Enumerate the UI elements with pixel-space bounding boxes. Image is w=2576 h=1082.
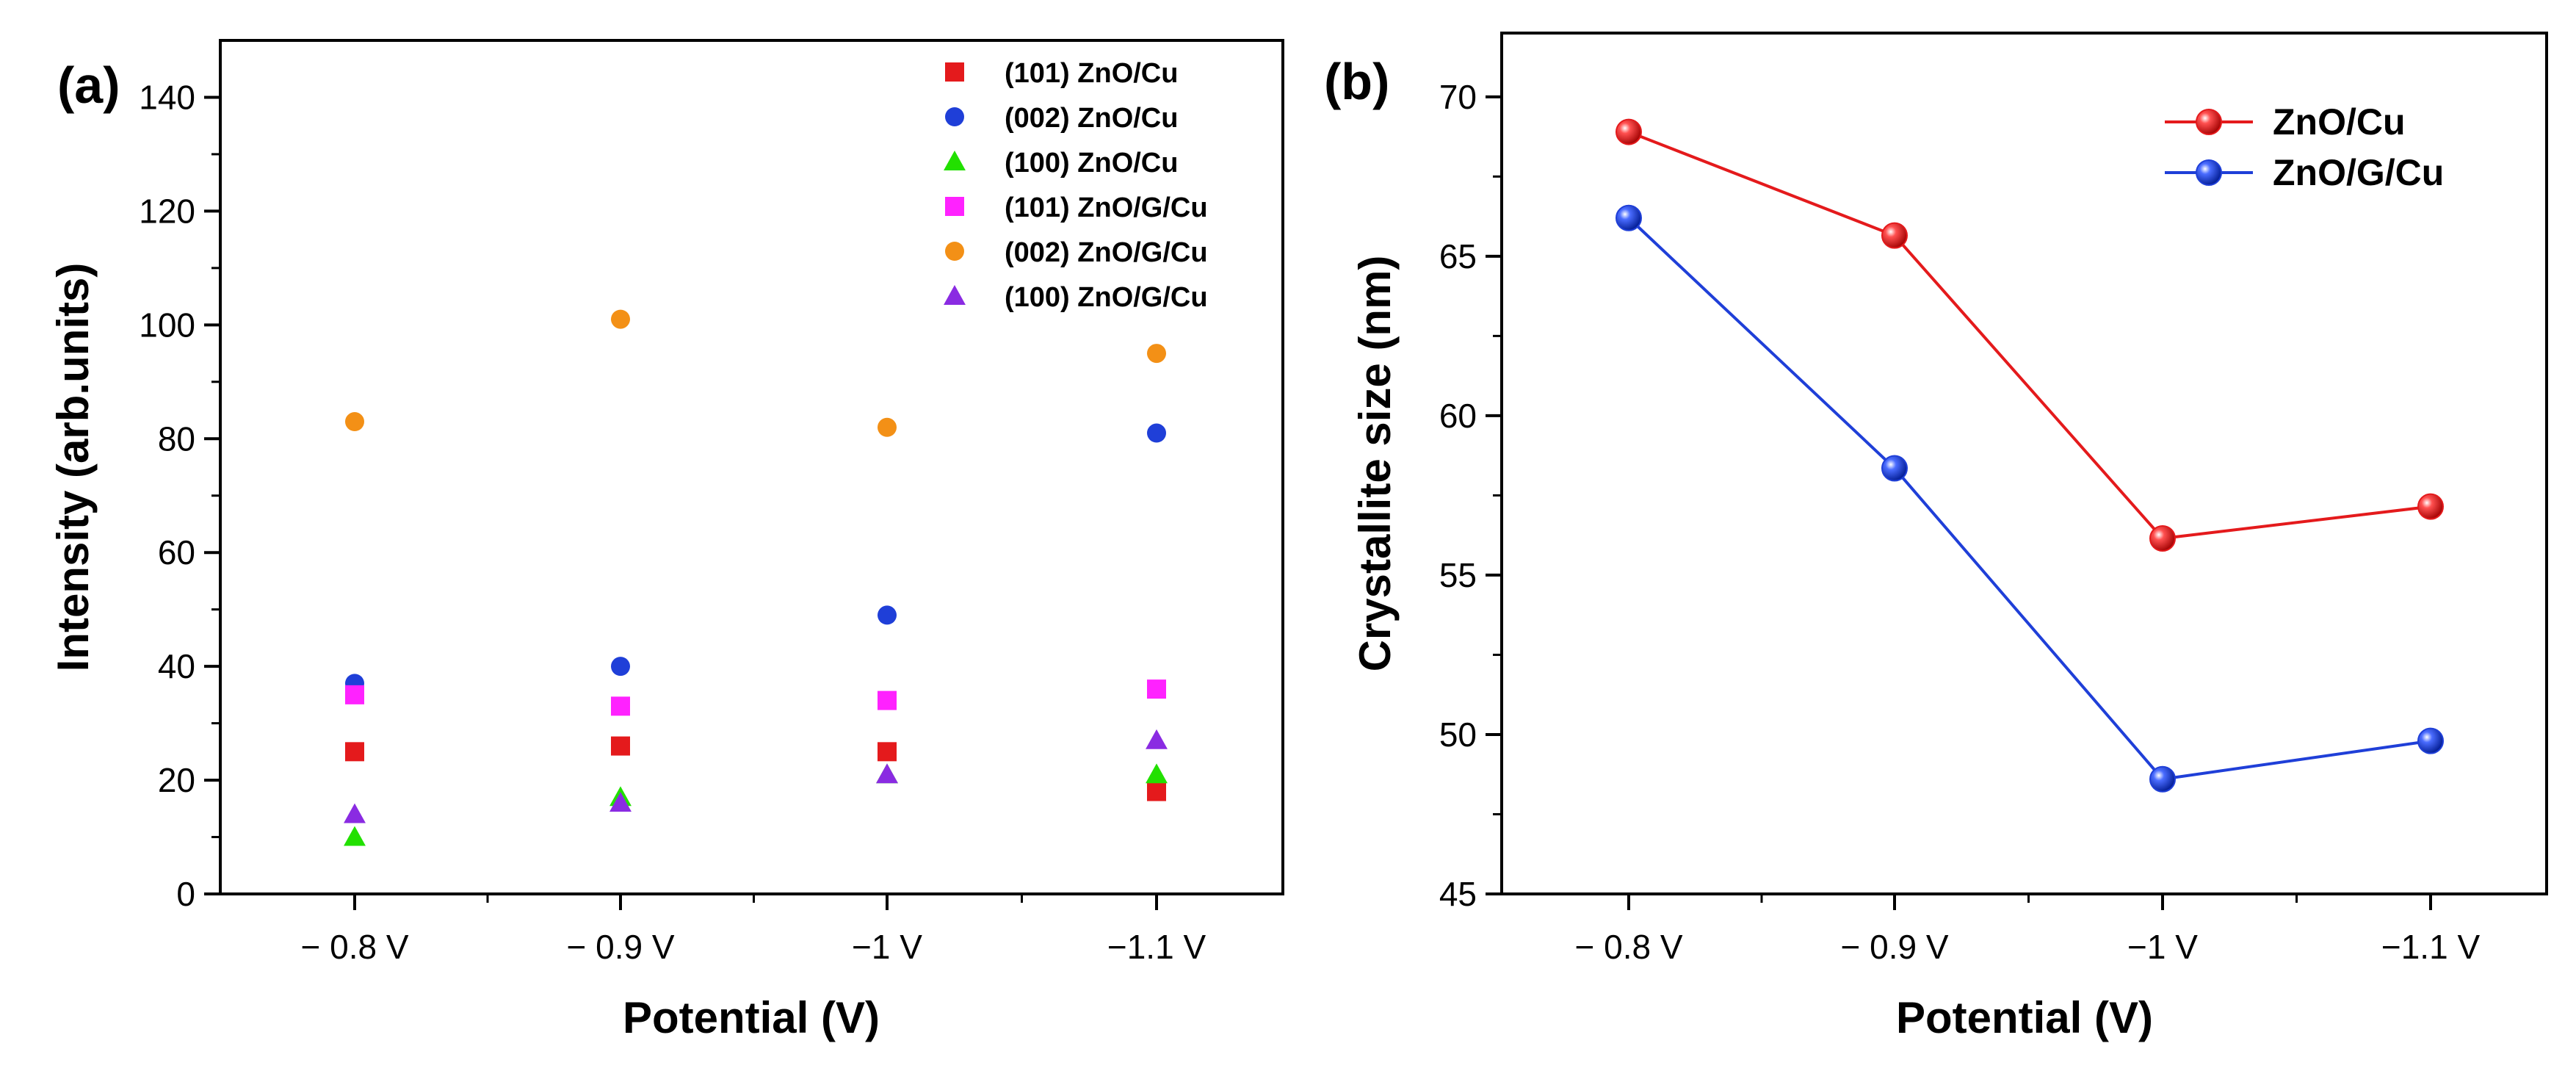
x-tick-label: − 0.9 V [566,928,674,966]
data-point-zno-cu [2149,525,2176,552]
legend-marker-zno-g-cu [2196,159,2222,186]
panel-a-x-axis-title: Potential (V) [623,993,880,1042]
y-tick-label: 120 [139,192,195,230]
series-line-zno-cu [1628,130,2431,541]
y-tick-label: 0 [176,875,195,913]
data-point-101-zno-cu [611,736,630,756]
series-line-zno-g-cu [1627,217,2431,781]
x-tick-label: −1.1 V [1107,928,1206,966]
x-tick-label: − 0.8 V [300,928,408,966]
legend-label-101-zno-g-cu: (101) ZnO/G/Cu [1005,192,1208,223]
legend-label-002-zno-g-cu: (002) ZnO/G/Cu [1005,237,1208,268]
legend-marker-100-zno-g-cu [944,285,966,305]
panel-a-data-marks [344,309,1168,846]
panel-a-y-axis-title: Intensity (arb.units) [48,263,98,672]
data-point-100-zno-g-cu [1146,729,1168,749]
panel-b: (b) 45 50 55 60 65 70 − 0.8 V − 0.9 V −1 V −1.1 … [1324,32,2548,1042]
legend-marker-101-zno-g-cu [945,197,964,216]
data-point-zno-cu [2417,493,2444,520]
panel-b-plot-frame [1500,32,2548,895]
panel-a-plot-frame [219,39,1284,895]
y-tick-label: 45 [1439,875,1477,913]
data-point-002-zno-g-cu [1147,344,1166,364]
y-tick-label: 80 [158,419,195,458]
data-point-zno-g-cu [1616,204,1642,231]
panel-b-x-axis-title: Potential (V) [1896,993,2153,1042]
y-tick-label: 140 [139,78,195,116]
y-tick-label: 60 [158,533,195,571]
data-point-002-zno-g-cu [345,412,364,432]
panel-a-label: (a) [57,57,120,114]
panel-a-legend-markers [944,62,966,305]
panel-a: (a) 0 20 40 60 80 100 120 140 − 0.8 V − 0.9 V −1 … [48,39,1284,1042]
data-point-101-zno-cu [1147,782,1166,801]
panel-b-legend-markers [2165,109,2253,186]
data-point-100-zno-g-cu [609,792,632,812]
data-point-101-zno-cu [878,742,897,762]
legend-marker-002-zno-g-cu [945,242,964,261]
data-point-002-zno-cu [611,657,630,677]
data-point-002-zno-cu [1147,423,1166,443]
data-point-100-zno-g-cu [876,763,898,784]
data-point-zno-g-cu [2417,727,2444,754]
panel-b-data-marks [1616,118,2444,793]
x-tick-label: −1 V [852,928,922,966]
data-point-101-zno-g-cu [611,696,630,716]
panel-b-y-ticks: 45 50 55 60 65 70 [1439,78,1502,913]
data-point-100-zno-g-cu [344,803,366,823]
panel-b-x-ticks: − 0.8 V − 0.9 V −1 V −1.1 V [1574,894,2480,966]
data-point-101-zno-cu [345,742,364,762]
x-tick-label: −1.1 V [2381,928,2481,966]
y-tick-label: 100 [139,306,195,344]
data-point-zno-g-cu [1881,455,1908,482]
y-tick-label: 70 [1439,78,1477,116]
x-tick-label: − 0.9 V [1840,928,1948,966]
x-tick-label: −1 V [2127,928,2198,966]
data-point-101-zno-g-cu [878,690,897,710]
data-point-002-zno-cu [878,605,897,625]
data-point-100-zno-cu [344,826,366,846]
panel-b-y-axis-title: Crystallite size (nm) [1350,256,1400,672]
legend-label-zno-cu: ZnO/Cu [2273,101,2406,143]
data-point-zno-cu [1616,118,1642,145]
legend-marker-zno-cu [2196,109,2222,135]
data-point-zno-g-cu [2149,765,2176,793]
y-tick-label: 50 [1439,715,1477,754]
panel-a-legend: (101) ZnO/Cu (002) ZnO/Cu (100) ZnO/Cu (… [944,58,1208,313]
legend-label-zno-g-cu: ZnO/G/Cu [2273,152,2444,193]
data-point-100-zno-cu [1146,763,1168,784]
panel-b-label: (b) [1324,53,1389,110]
legend-marker-002-zno-cu [945,107,964,126]
data-point-101-zno-g-cu [345,685,364,704]
y-tick-label: 20 [158,761,195,799]
y-tick-label: 60 [1439,397,1477,435]
legend-label-101-zno-cu: (101) ZnO/Cu [1005,58,1178,89]
panel-b-legend: ZnO/Cu ZnO/G/Cu [2165,101,2444,193]
legend-marker-101-zno-cu [945,62,964,82]
legend-label-002-zno-cu: (002) ZnO/Cu [1005,103,1178,134]
y-tick-label: 40 [158,647,195,685]
panel-a-y-ticks: 0 20 40 60 80 100 120 140 [139,78,220,913]
data-point-zno-cu [1881,222,1908,249]
data-point-002-zno-g-cu [878,417,897,437]
legend-label-100-zno-g-cu: (100) ZnO/G/Cu [1005,282,1208,313]
data-point-101-zno-g-cu [1147,679,1166,699]
x-tick-label: − 0.8 V [1574,928,1682,966]
y-tick-label: 65 [1439,237,1477,275]
legend-label-100-zno-cu: (100) ZnO/Cu [1005,148,1178,178]
data-point-002-zno-g-cu [611,309,630,329]
legend-marker-100-zno-cu [944,151,966,170]
panel-a-x-ticks: − 0.8 V − 0.9 V −1 V −1.1 V [300,894,1206,966]
y-tick-label: 55 [1439,556,1477,594]
